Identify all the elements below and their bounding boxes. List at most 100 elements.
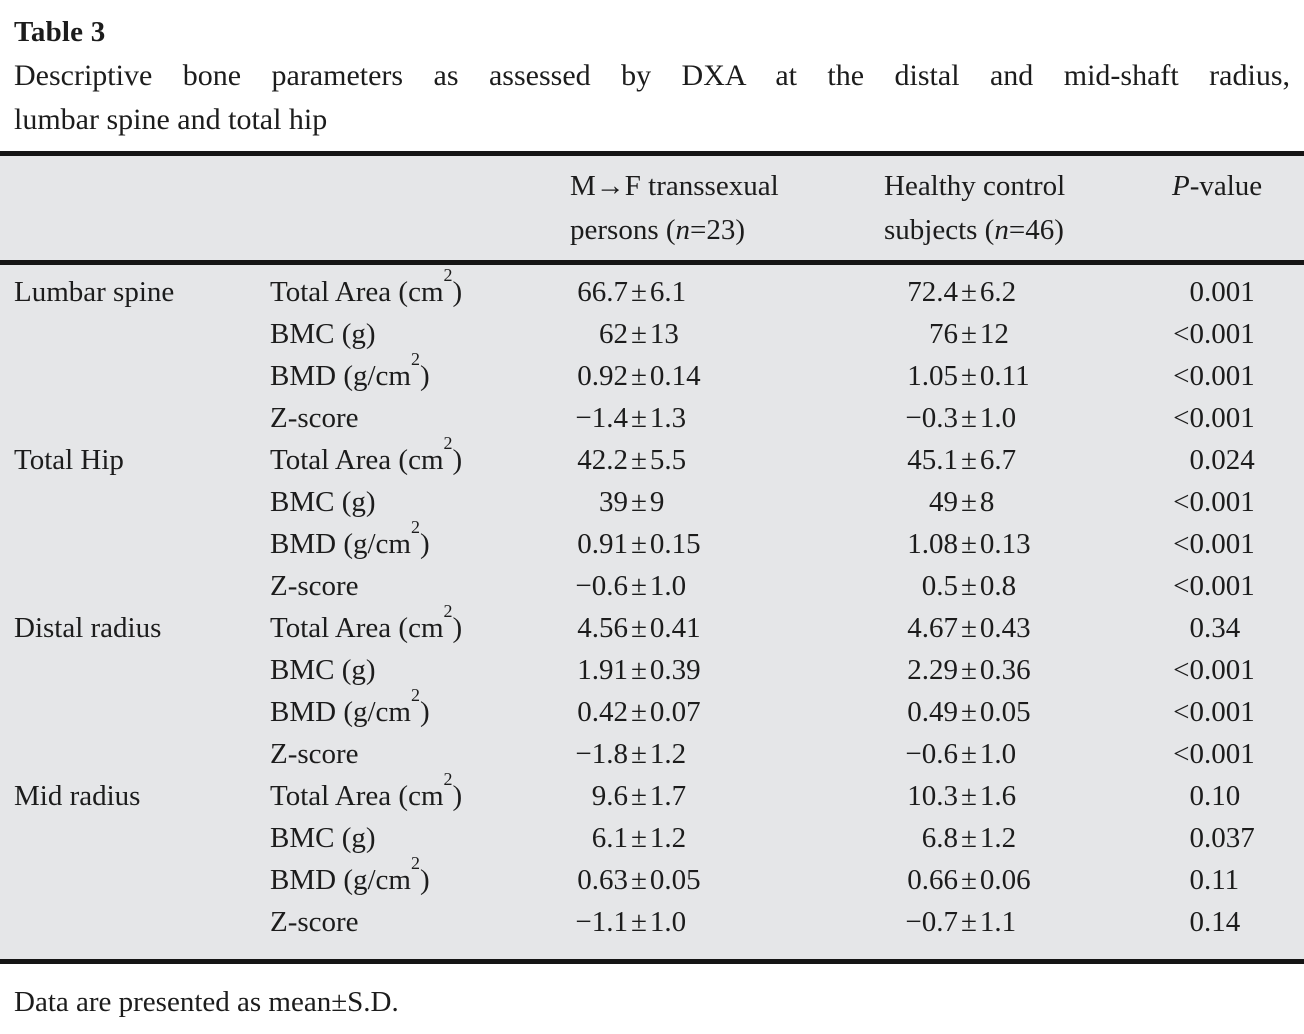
control-value-cell: 49 ±8 (929, 486, 995, 518)
parameter-cell: Z-score (270, 906, 359, 938)
pvalue-cell: 0.10 (1189, 780, 1241, 812)
site-cell (0, 649, 258, 691)
parameter-cell: Z-score (270, 738, 359, 770)
col-header-control-group: Healthy control subjects (n=46) (872, 153, 1160, 265)
transsexual-value-cell: 39 ±9 (599, 486, 665, 518)
site-cell (0, 691, 258, 733)
transsexual-value-cell: −1.4 ±1.3 (575, 402, 687, 434)
col-header-transsexual-group: M→F transsexual persons (n=23) (558, 153, 872, 265)
table-row: BMC (g) 1.91 ±0.39 2.29 ±0.36 <0.001 (0, 649, 1304, 691)
transsexual-value-cell: 42.2 ±5.5 (577, 444, 687, 476)
site-cell (0, 481, 258, 523)
pvalue-cell: <0.001 (1173, 360, 1255, 392)
control-value-cell: 72.4 ±6.2 (907, 276, 1017, 308)
parameter-cell: BMD (g/cm2) (270, 349, 430, 392)
parameter-cell: Total Area (cm2) (270, 265, 463, 308)
control-value-cell: 1.05 ±0.11 (907, 360, 1030, 392)
pvalue-cell: 0.037 (1189, 822, 1255, 854)
site-cell (0, 313, 258, 355)
table-row: Z-score −1.1 ±1.0 −0.7 ±1.1 0.14 (0, 901, 1304, 962)
site-cell (0, 859, 258, 901)
site-cell (0, 355, 258, 397)
table-row: BMC (g) 39 ±9 49 ±8 <0.001 (0, 481, 1304, 523)
control-value-cell: 76 ±12 (929, 318, 1009, 350)
control-value-cell: 0.66 ±0.06 (907, 864, 1031, 896)
pvalue-cell: <0.001 (1173, 696, 1255, 728)
parameter-cell: Total Area (cm2) (270, 433, 463, 476)
parameter-cell: BMC (g) (270, 318, 376, 350)
parameter-cell: BMC (g) (270, 486, 376, 518)
control-value-cell: 1.08 ±0.13 (907, 528, 1031, 560)
table-row: BMD (g/cm2) 0.63 ±0.05 0.66 ±0.06 0.11 (0, 853, 1304, 901)
pvalue-cell: <0.001 (1173, 528, 1255, 560)
table-row: Z-score −0.6 ±1.0 0.5 ±0.8 <0.001 (0, 565, 1304, 607)
table-row: BMD (g/cm2) 0.92 ±0.14 1.05 ±0.11 <0.001 (0, 349, 1304, 397)
control-value-cell: 0.49 ±0.05 (907, 696, 1031, 728)
table-row: Total Hip Total Area (cm2) 42.2 ±5.5 45.1 ±6.… (0, 433, 1304, 481)
table-caption: Descriptive bone parameters as assessed … (0, 54, 1304, 142)
site-cell (0, 817, 258, 859)
site-cell (0, 565, 258, 607)
table-row: Mid radius Total Area (cm2) 9.6 ±1.7 10.3 ±1.… (0, 769, 1304, 817)
header-row: M→F transsexual persons (n=23) Healthy co… (0, 153, 1304, 265)
control-value-cell: 45.1 ±6.7 (907, 444, 1017, 476)
pvalue-cell: <0.001 (1173, 738, 1255, 770)
control-value-cell: 6.8 ±1.2 (921, 822, 1017, 854)
parameter-cell: Total Area (cm2) (270, 769, 463, 812)
control-value-cell: 4.67 ±0.43 (907, 612, 1031, 644)
parameter-cell: BMC (g) (270, 822, 376, 854)
site-cell (0, 523, 258, 565)
caption-line-2: lumbar spine and total hip (14, 103, 328, 136)
transsexual-value-cell: −1.1 ±1.0 (575, 906, 687, 938)
control-value-cell: 0.5 ±0.8 (921, 570, 1017, 602)
site-cell (0, 901, 258, 962)
table-row: BMD (g/cm2) 0.42 ±0.07 0.49 ±0.05 <0.001 (0, 686, 1304, 733)
transsexual-value-cell: 0.42 ±0.07 (577, 696, 701, 728)
table-row: Z-score −1.4 ±1.3 −0.3 ±1.0 <0.001 (0, 397, 1304, 439)
parameter-cell: BMC (g) (270, 654, 376, 686)
table-footnote: Data are presented as mean±S.D. (14, 986, 399, 1018)
table-row: Distal radius Total Area (cm2) 4.56 ±0.41 4.… (0, 602, 1304, 649)
transsexual-value-cell: 0.63 ±0.05 (577, 864, 701, 896)
pvalue-cell: 0.11 (1189, 864, 1240, 896)
table-row: BMC (g) 6.1 ±1.2 6.8 ±1.2 0.037 (0, 817, 1304, 859)
transsexual-value-cell: 0.92 ±0.14 (577, 360, 701, 392)
site-cell: Total Hip (14, 444, 124, 476)
site-cell: Mid radius (14, 780, 141, 812)
pvalue-cell: 0.34 (1189, 612, 1241, 644)
transsexual-value-cell: −1.8 ±1.2 (575, 738, 687, 770)
transsexual-value-cell: 66.7 ±6.1 (577, 276, 687, 308)
caption-line-1: Descriptive bone parameters as assessed … (14, 59, 1290, 92)
parameter-cell: Z-score (270, 570, 359, 602)
transsexual-value-cell: 6.1 ±1.2 (591, 822, 687, 854)
pvalue-cell: 0.14 (1189, 906, 1241, 938)
site-cell: Distal radius (14, 612, 162, 644)
pvalue-cell: <0.001 (1173, 654, 1255, 686)
transsexual-value-cell: 62 ±13 (599, 318, 679, 350)
bone-parameters-table: M→F transsexual persons (n=23) Healthy co… (0, 151, 1304, 964)
header-site-cell (0, 153, 258, 265)
table-row: BMD (g/cm2) 0.91 ±0.15 1.08 ±0.13 <0.001 (0, 517, 1304, 565)
header-parameter-cell (258, 153, 558, 265)
control-value-cell: 2.29 ±0.36 (907, 654, 1031, 686)
parameter-cell: Z-score (270, 402, 359, 434)
pvalue-cell: 0.024 (1189, 444, 1255, 476)
control-value-cell: −0.6 ±1.0 (905, 738, 1017, 770)
pvalue-cell: <0.001 (1173, 402, 1255, 434)
transsexual-value-cell: 9.6 ±1.7 (591, 780, 687, 812)
table-row: Z-score −1.8 ±1.2 −0.6 ±1.0 <0.001 (0, 733, 1304, 775)
control-value-cell: −0.7 ±1.1 (905, 906, 1017, 938)
table-row: Lumbar spine Total Area (cm2) 66.7 ±6.1 72.4… (0, 263, 1304, 314)
pvalue-cell: <0.001 (1173, 318, 1255, 350)
transsexual-value-cell: 0.91 ±0.15 (577, 528, 701, 560)
site-cell: Lumbar spine (14, 276, 175, 308)
site-cell (0, 397, 258, 439)
parameter-cell: BMD (g/cm2) (270, 517, 430, 560)
parameter-cell: BMD (g/cm2) (270, 853, 430, 896)
control-value-cell: 10.3 ±1.6 (907, 780, 1017, 812)
table-row: BMC (g) 62 ±13 76 ±12 <0.001 (0, 313, 1304, 355)
transsexual-value-cell: 4.56 ±0.41 (577, 612, 701, 644)
transsexual-value-cell: −0.6 ±1.0 (575, 570, 687, 602)
table-body: Lumbar spine Total Area (cm2) 66.7 ±6.1 72.4… (0, 263, 1304, 962)
